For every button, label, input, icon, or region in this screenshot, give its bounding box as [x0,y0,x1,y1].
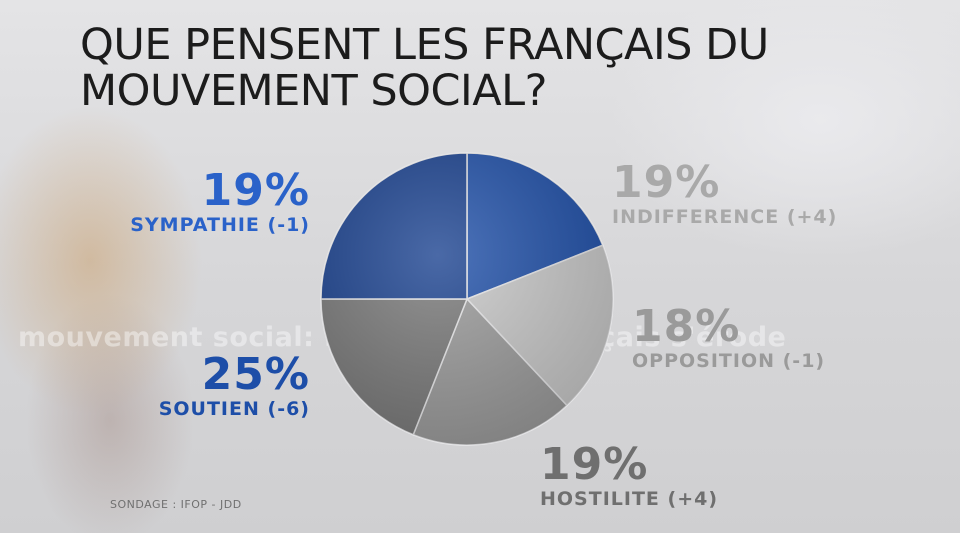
source-note: SONDAGE : IFOP - JDD [110,498,242,511]
sympathie-percent: 19% [201,165,310,216]
pie-slice-soutien [320,152,468,300]
hostilite-percent: 19% [540,439,649,490]
soutien-percent: 25% [201,349,310,400]
chart-title-line-1: QUE PENSENT LES FRANÇAIS DU [80,20,769,70]
soutien-name: SOUTIEN (-6) [90,398,310,420]
chart-title: QUE PENSENT LES FRANÇAIS DU MOUVEMENT SO… [80,22,769,114]
indifference-percent: 19% [612,157,721,208]
hostilite-label: HOSTILITE [540,488,660,510]
label-opposition: 18% OPPOSITION (-1) [632,301,825,373]
indifference-change: (+4) [786,206,838,228]
sympathie-change: (-1) [267,214,310,236]
label-soutien: 25% SOUTIEN (-6) [90,349,310,421]
opposition-change: (-1) [782,350,826,372]
label-sympathie: 19% SYMPATHIE (-1) [90,165,310,237]
opposition-percent: 18% [632,301,741,352]
chart-title-line-2: MOUVEMENT SOCIAL? [80,66,547,116]
soutien-change: (-6) [267,398,310,420]
sympathie-label: SYMPATHIE [130,214,260,236]
hostilite-change: (+4) [667,488,719,510]
indifference-label: INDIFFERENCE [612,206,780,228]
label-indifference: 19% INDIFFERENCE (+4) [612,157,837,229]
indifference-name: INDIFFERENCE (+4) [612,206,837,228]
opposition-label: OPPOSITION [632,350,775,372]
hostilite-name: HOSTILITE (+4) [540,488,718,510]
label-hostilite: 19% HOSTILITE (+4) [540,439,718,511]
sympathie-name: SYMPATHIE (-1) [90,214,310,236]
opposition-name: OPPOSITION (-1) [632,350,825,372]
soutien-label: SOUTIEN [158,398,260,420]
